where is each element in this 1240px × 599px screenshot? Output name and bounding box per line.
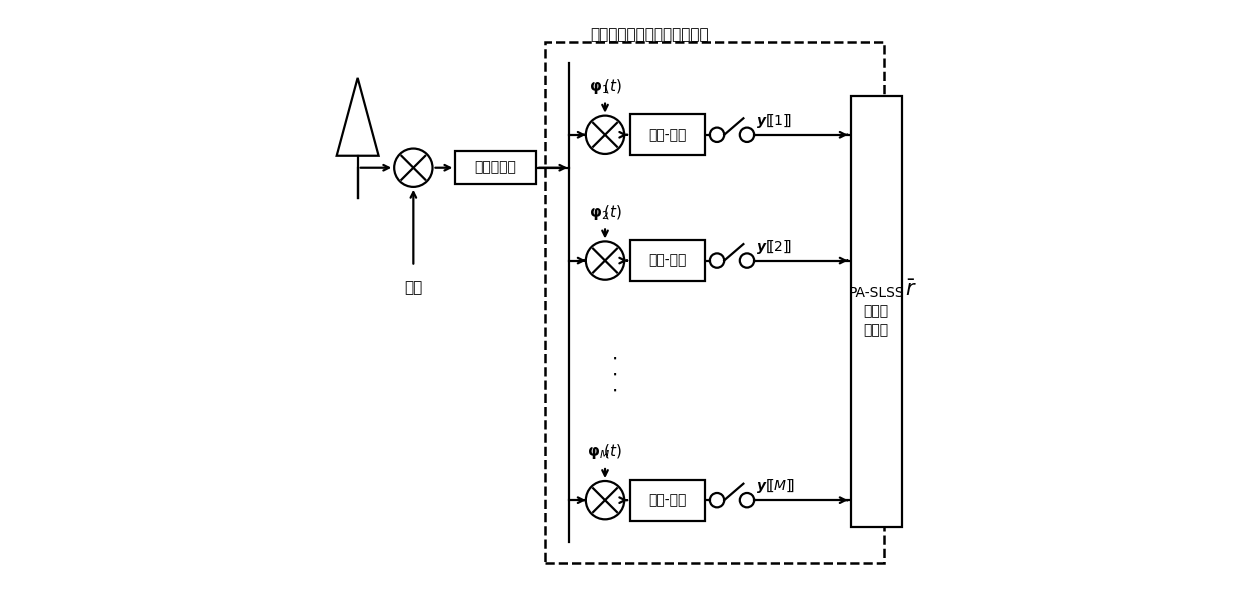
Text: $\boldsymbol{y}[\![1]\!]$: $\boldsymbol{y}[\![1]\!]$ (756, 112, 792, 130)
Text: 积分-清零: 积分-清零 (649, 493, 687, 507)
Text: 低通滤波器: 低通滤波器 (475, 161, 517, 174)
Bar (630, 480, 706, 521)
Text: $\boldsymbol{\varphi}_M\!\!(t)$: $\boldsymbol{\varphi}_M\!\!(t)$ (588, 442, 622, 461)
Text: 载波: 载波 (404, 280, 423, 295)
Bar (455, 151, 536, 184)
Text: 并行多通道压缩感知接收模块: 并行多通道压缩感知接收模块 (590, 27, 709, 42)
Bar (630, 240, 706, 281)
Text: $\boldsymbol{y}[\![2]\!]$: $\boldsymbol{y}[\![2]\!]$ (756, 238, 792, 256)
Text: 积分-清零: 积分-清零 (649, 128, 687, 142)
Text: $\bar{r}$: $\bar{r}$ (904, 279, 916, 300)
Text: 积分-清零: 积分-清零 (649, 253, 687, 268)
Text: $\boldsymbol{\varphi}_1\!\!(t)$: $\boldsymbol{\varphi}_1\!\!(t)$ (589, 77, 621, 96)
Text: $\boldsymbol{y}[\![M]\!]$: $\boldsymbol{y}[\![M]\!]$ (756, 477, 795, 495)
Text: $\cdot$
$\cdot$
$\cdot$: $\cdot$ $\cdot$ $\cdot$ (611, 349, 618, 400)
Bar (546, 42, 884, 563)
Bar (851, 96, 901, 527)
Text: $\boldsymbol{\varphi}_2\!\!(t)$: $\boldsymbol{\varphi}_2\!\!(t)$ (589, 202, 621, 222)
Bar (630, 114, 706, 155)
Text: PA-SLSS
迭代搜
索模块: PA-SLSS 迭代搜 索模块 (848, 286, 904, 337)
